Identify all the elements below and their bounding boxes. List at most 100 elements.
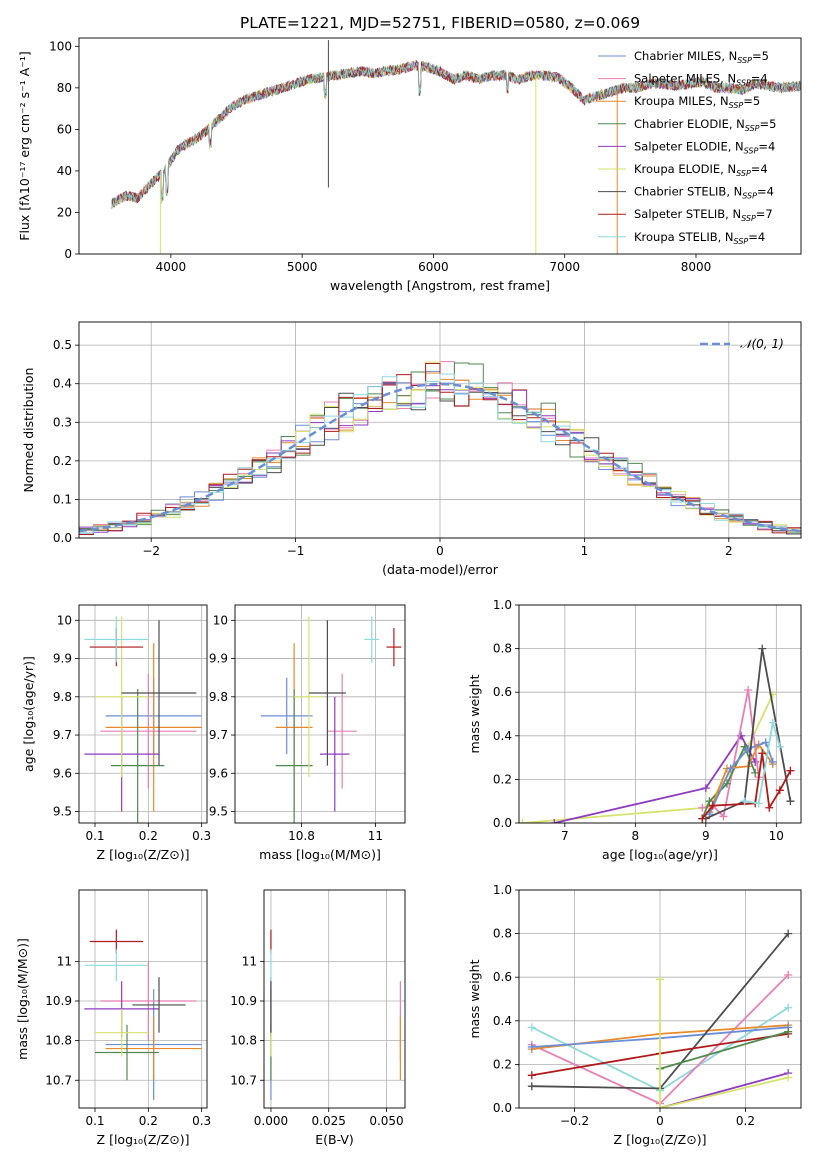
y-tick-label: 60 bbox=[57, 122, 72, 136]
legend-label-kroupa_miles: Kroupa MILES, NSSP=5 bbox=[634, 94, 760, 110]
y-tick-label: 9.9 bbox=[209, 652, 228, 666]
plot-area-weight_vs_age bbox=[519, 644, 795, 823]
x-tick-label: 0.2 bbox=[139, 1114, 158, 1128]
panel-age_vs_mass: 10.8 11 9.5 9.6 9.7 9.8 9.9 10 mass [log₁₀(M/M⊙)… bbox=[209, 604, 406, 862]
y-tick-label: 0.4 bbox=[493, 729, 512, 743]
y-tick-label: 10.8 bbox=[45, 1034, 72, 1048]
weight-marker bbox=[761, 738, 770, 747]
y-tick-label: 0.4 bbox=[53, 377, 72, 391]
axes-frame bbox=[78, 889, 208, 1109]
y-tick-label: 9.7 bbox=[209, 728, 228, 742]
x-axis-label: Z [log₁₀(Z/Z⊙)] bbox=[97, 847, 190, 862]
panel-mass_vs_ebv: 0.000 0.025 0.050 10.7 10.8 10.9 11 E(B-V) bbox=[230, 889, 406, 1147]
weight-marker bbox=[527, 1042, 536, 1051]
x-tick-label: −1 bbox=[287, 544, 305, 558]
weight-marker bbox=[784, 1003, 793, 1012]
weight-marker bbox=[698, 803, 707, 812]
errorbar-kroupa_elodie bbox=[294, 616, 324, 778]
weight-marker bbox=[786, 797, 795, 806]
y-tick-label: 10.9 bbox=[45, 994, 72, 1008]
x-axis-label: Z [log₁₀(Z/Z⊙)] bbox=[614, 1132, 707, 1147]
weight-marker bbox=[765, 803, 774, 812]
errorbar-kroupa_stelib bbox=[364, 616, 380, 663]
weight-marker bbox=[740, 797, 749, 806]
axes-frame bbox=[518, 604, 802, 824]
x-tick-label: 0 bbox=[436, 544, 444, 558]
y-tick-label: 9.6 bbox=[53, 766, 72, 780]
x-tick-label: 7 bbox=[561, 829, 569, 843]
x-tick-label: 0.1 bbox=[85, 1114, 104, 1128]
weight-marker bbox=[768, 718, 777, 727]
y-tick-label: 10 bbox=[213, 613, 228, 627]
x-tick-label: 9 bbox=[702, 829, 710, 843]
y-tick-label: 11 bbox=[242, 954, 257, 968]
errorbar-chabrier_elodie bbox=[275, 689, 313, 823]
y-tick-label: 0.6 bbox=[493, 685, 512, 699]
errorbar-salpeter_miles bbox=[100, 673, 197, 789]
legend-label-salpeter_elodie: Salpeter ELODIE, NSSP=4 bbox=[634, 139, 775, 155]
errorbar-chabrier_stelib bbox=[132, 977, 186, 1033]
legend-label-salpeter_stelib: Salpeter STELIB, NSSP=7 bbox=[634, 207, 773, 223]
weight-marker bbox=[744, 686, 753, 695]
errorbar-kroupa_stelib bbox=[84, 616, 149, 663]
y-axis-label: Flux [fλ10⁻¹⁷ erg cm⁻² s⁻¹ A⁻¹] bbox=[17, 51, 32, 240]
errorbar-kroupa_elodie bbox=[95, 616, 149, 778]
weight-marker bbox=[698, 814, 707, 823]
x-axis-label: age [log₁₀(age/yr)] bbox=[602, 847, 718, 862]
weight-marker bbox=[519, 819, 527, 823]
y-tick-label: 9.5 bbox=[53, 805, 72, 819]
errorbar-salpeter_stelib bbox=[386, 627, 402, 667]
x-tick-label: 0 bbox=[656, 1114, 664, 1128]
plot-area-residuals bbox=[79, 361, 801, 535]
errorbar-kroupa_miles bbox=[105, 1016, 202, 1081]
errorbar-chabrier_stelib bbox=[121, 620, 197, 766]
weight-marker bbox=[775, 786, 784, 795]
weight-marker bbox=[784, 1073, 793, 1082]
x-tick-label: 0.050 bbox=[369, 1114, 403, 1128]
gaussian-reference-curve bbox=[79, 382, 801, 533]
weight-marker bbox=[701, 784, 710, 793]
x-tick-label: 4000 bbox=[156, 260, 187, 274]
y-tick-label: 9.5 bbox=[209, 805, 228, 819]
x-tick-label: 2 bbox=[725, 544, 733, 558]
x-tick-label: 8000 bbox=[681, 260, 712, 274]
weight-marker bbox=[786, 766, 795, 775]
weight-marker bbox=[751, 757, 760, 766]
y-axis-label: mass [log₁₀(M/M⊙)] bbox=[15, 938, 30, 1060]
y-tick-label: 9.8 bbox=[53, 690, 72, 704]
panel-residuals: −2 −1 0 1 2 0.0 0.1 0.2 0.3 0.4 0.5 (data-model)/er… bbox=[21, 321, 802, 577]
histogram-kroupa_stelib bbox=[79, 373, 801, 534]
weight-line-chabrier_stelib bbox=[705, 648, 792, 820]
x-tick-label: 10 bbox=[769, 829, 784, 843]
y-tick-label: 0.1 bbox=[53, 492, 72, 506]
x-tick-label: 0.2 bbox=[139, 829, 158, 843]
x-tick-label: −2 bbox=[142, 544, 160, 558]
y-tick-label: 0.5 bbox=[53, 338, 72, 352]
weight-marker bbox=[527, 1023, 536, 1032]
weight-marker bbox=[656, 1104, 664, 1108]
axes-frame bbox=[78, 37, 802, 255]
y-tick-label: 20 bbox=[57, 205, 72, 219]
spectrum-line-kroupa_stelib bbox=[111, 61, 801, 209]
y-tick-label: 0.0 bbox=[493, 1101, 512, 1115]
weight-marker bbox=[784, 971, 793, 980]
weight-marker bbox=[751, 768, 760, 777]
y-tick-label: 0.3 bbox=[53, 415, 72, 429]
weight-marker bbox=[708, 801, 717, 810]
panel-age_vs_Z: 0.1 0.2 0.3 9.5 9.6 9.7 9.8 9.9 10 Z [log₁₀(Z/Z⊙)… bbox=[21, 604, 211, 862]
weight-marker bbox=[527, 1082, 536, 1091]
y-axis-label: Normed distribution bbox=[21, 368, 36, 493]
x-axis-label: wavelength [Angstrom, rest frame] bbox=[330, 278, 550, 293]
weight-line-chabrier_elodie bbox=[659, 1030, 789, 1070]
weight-marker bbox=[768, 757, 777, 766]
x-tick-label: 1 bbox=[581, 544, 589, 558]
y-axis-label: age [log₁₀(age/yr)] bbox=[21, 656, 36, 772]
y-axis-label: mass weight bbox=[467, 959, 482, 1038]
panel-mass_vs_Z: 0.1 0.2 0.3 10.7 10.8 10.9 11 Z [log₁₀(Z/Z⊙)] ma… bbox=[15, 889, 211, 1147]
errorbar-chabrier_miles bbox=[260, 677, 313, 755]
weight-marker bbox=[775, 742, 784, 751]
y-tick-label: 11 bbox=[57, 954, 72, 968]
y-tick-label: 40 bbox=[57, 164, 72, 178]
y-tick-label: 1.0 bbox=[493, 598, 512, 612]
y-tick-label: 0.2 bbox=[493, 1057, 512, 1071]
